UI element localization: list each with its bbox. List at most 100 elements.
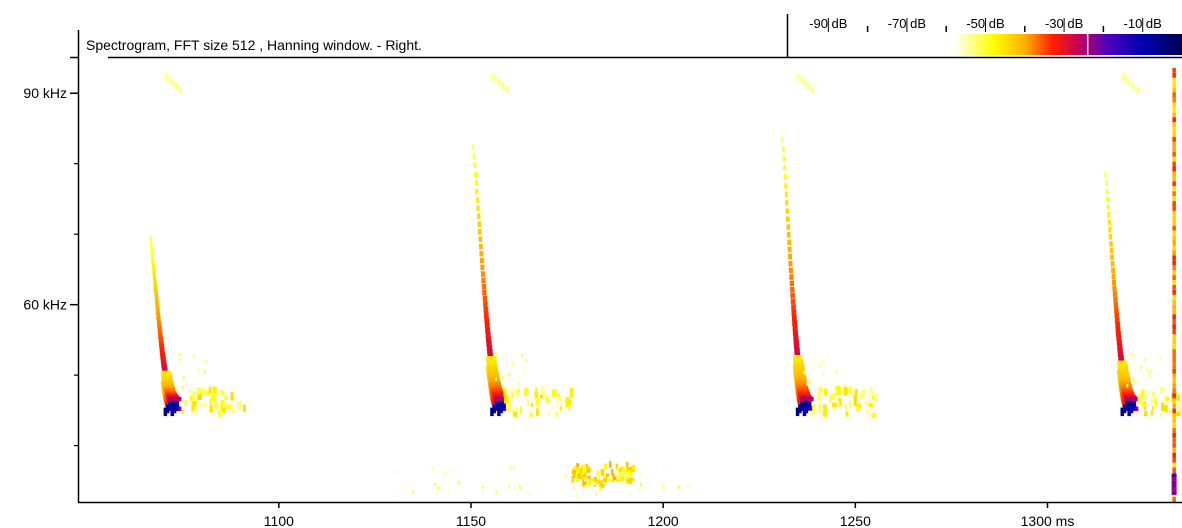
spectrogram-cell xyxy=(171,401,180,407)
spectrogram-cell xyxy=(609,461,612,468)
spectrogram-cell xyxy=(618,467,623,472)
spectrogram-cell xyxy=(482,289,487,296)
spectrogram-cell xyxy=(481,283,487,290)
spectrogram-cell xyxy=(487,349,493,355)
spectrogram-cell xyxy=(814,362,817,367)
spectrogram-cell xyxy=(612,477,615,481)
spectrogram-cell xyxy=(786,232,791,238)
spectrogram-cell xyxy=(205,359,208,364)
spectrogram-cell xyxy=(502,376,504,380)
spectrogram-cell xyxy=(589,468,592,472)
colorbar-tick-label: -90 dB xyxy=(809,16,847,31)
spectrogram-cell xyxy=(226,404,231,410)
spectrogram-cell xyxy=(818,403,822,413)
spectrogram-cell xyxy=(1172,324,1176,330)
spectrogram-cell xyxy=(619,475,623,480)
spectrogram-cell xyxy=(788,253,792,260)
spectrogram-cell xyxy=(478,229,482,235)
spectrogram-cell xyxy=(832,402,837,407)
spectrogram-cell xyxy=(1150,370,1152,374)
spectrogram-cell xyxy=(542,393,546,400)
spectrogram-cell xyxy=(160,350,165,357)
spectrogram-cell xyxy=(677,485,680,489)
spectrogram-cell xyxy=(1172,275,1176,280)
spectrogram-cell xyxy=(793,361,805,366)
spectrogram-cell xyxy=(559,406,562,411)
spectrogram-cell xyxy=(603,475,608,483)
spectrogram-cell xyxy=(808,410,812,418)
spectrogram-cell xyxy=(154,295,159,301)
spectrogram-cell xyxy=(1172,156,1176,162)
spectrogram-cell xyxy=(486,359,497,364)
spectrogram-cell xyxy=(1139,365,1142,369)
spectrogram-cell xyxy=(495,490,498,495)
spectrogram-cell xyxy=(182,400,187,406)
spectrogram-cell xyxy=(516,388,520,394)
spectrogram-cell xyxy=(1154,398,1158,407)
spectrogram-cell xyxy=(477,221,481,227)
spectrogram-cell xyxy=(1132,376,1134,381)
spectrogram-cell xyxy=(511,390,514,398)
spectrogram-cell xyxy=(513,411,518,418)
spectrogram-cell xyxy=(1114,307,1119,313)
spectrogram-cell xyxy=(823,388,828,396)
spectrogram-cell xyxy=(588,479,592,486)
spectrogram-cell xyxy=(632,464,636,471)
spectrogram-cell xyxy=(1172,413,1176,419)
spectrogram-cell xyxy=(626,467,631,472)
spectrogram-cell xyxy=(845,411,849,417)
spectrogram-cell xyxy=(865,408,870,415)
spectrogram-cell xyxy=(786,224,791,230)
spectrogram-cell xyxy=(1172,294,1176,300)
y-tick-label: 90 kHz xyxy=(23,85,67,101)
spectrogram-cell xyxy=(555,399,559,408)
spectrogram-cell xyxy=(1172,240,1176,246)
spectrogram-cell xyxy=(513,486,516,491)
spectrogram-cell xyxy=(216,392,219,397)
spectrogram-cell xyxy=(1172,127,1176,132)
spectrogram-cell xyxy=(1172,122,1176,127)
spectrogram-cell xyxy=(153,280,157,286)
spectrogram-cell xyxy=(564,398,567,406)
spectrogram-cell xyxy=(619,472,623,479)
spectrogram-cell xyxy=(214,390,217,401)
spectrogram-cell xyxy=(156,313,161,319)
spectrogram-cell xyxy=(506,403,511,412)
spectrogram-cell xyxy=(231,407,235,414)
spectrogram-cell xyxy=(1118,369,1129,374)
spectrogram-cell xyxy=(175,401,179,411)
spectrogram-cell xyxy=(818,363,821,368)
spectrogram-cell xyxy=(490,72,493,80)
spectrogram-cell xyxy=(222,402,227,408)
spectrogram-cell xyxy=(567,464,569,469)
spectrogram-cell xyxy=(540,385,546,395)
spectrogram-cell xyxy=(823,404,827,413)
spectrogram-cell xyxy=(781,146,785,153)
spectrogram-cell xyxy=(639,482,642,487)
spectrogram-cell xyxy=(628,483,631,488)
colorbar-gradient xyxy=(789,34,1182,55)
spectrogram-cell xyxy=(638,472,641,476)
spectrogram-cell xyxy=(582,484,585,487)
spectrogram-cell xyxy=(518,485,521,490)
spectrogram-cell xyxy=(530,412,533,418)
spectrogram-cell xyxy=(1172,447,1176,453)
spectrogram-cell xyxy=(624,469,628,474)
spectrogram-cell xyxy=(864,401,869,406)
spectrogram-cell xyxy=(792,325,798,332)
spectrogram-cell xyxy=(485,332,491,338)
spectrogram-cell xyxy=(490,407,494,417)
spectrogram-cell xyxy=(794,347,800,354)
spectrogram-cell xyxy=(1171,473,1177,478)
colorbar-tick-label: -10 dB xyxy=(1124,16,1162,31)
spectrogram-cell xyxy=(395,494,398,498)
y-tick-label: 60 kHz xyxy=(23,297,67,313)
spectrogram-cell xyxy=(517,381,519,386)
spectrogram-cell xyxy=(157,321,162,328)
spectrogram-cell xyxy=(492,404,496,414)
spectrogram-cell xyxy=(587,475,591,479)
spectrogram-cell xyxy=(1172,201,1176,206)
spectrogram-cell xyxy=(822,408,828,417)
spectrogram-cell xyxy=(1172,97,1176,103)
spectrogram-cell xyxy=(546,397,549,403)
